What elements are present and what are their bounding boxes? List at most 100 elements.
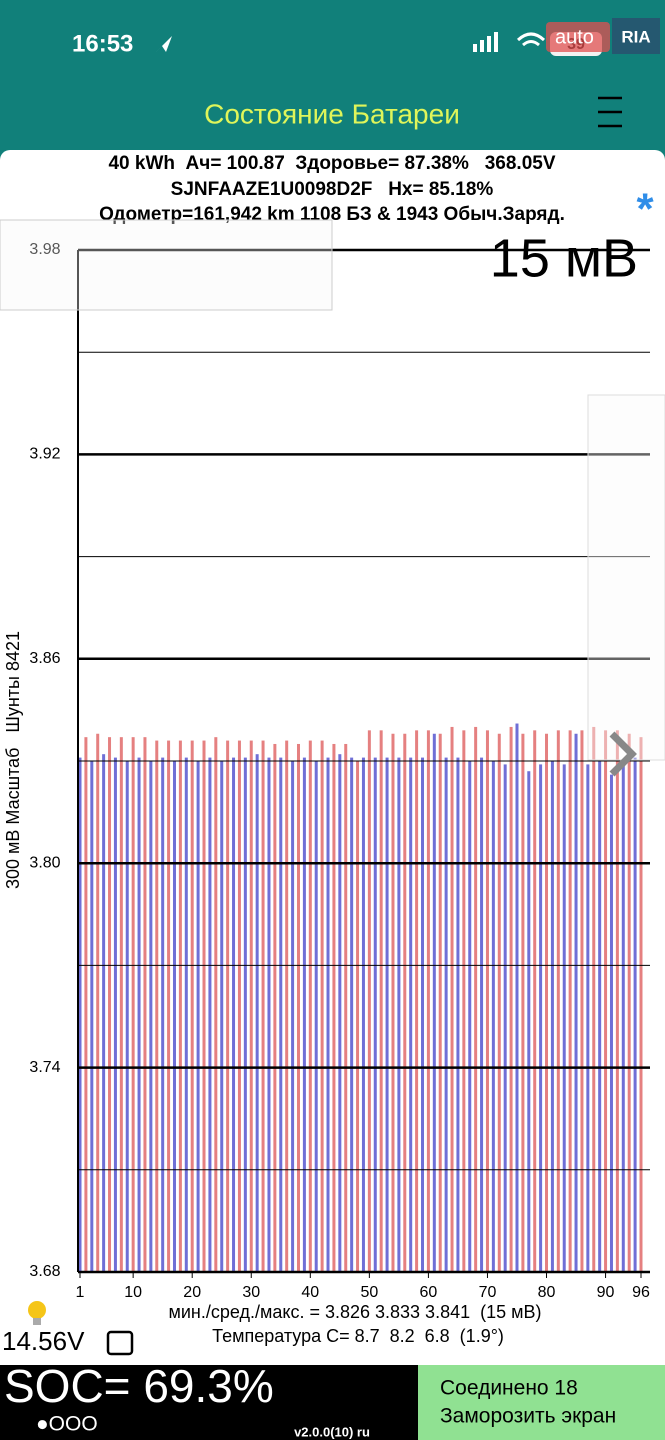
y-tick-label: 3.74	[29, 1059, 60, 1076]
bar	[350, 757, 354, 1272]
bar	[320, 740, 324, 1272]
x-tick-label: 30	[242, 1284, 260, 1301]
x-tick-label: 60	[420, 1284, 438, 1301]
bar	[415, 730, 419, 1272]
bar	[344, 743, 348, 1272]
bulb-icon[interactable]	[28, 1301, 46, 1319]
bar	[125, 761, 129, 1272]
bar	[155, 740, 159, 1272]
bar	[90, 761, 94, 1272]
chevron[interactable]	[609, 731, 637, 777]
freeze-button[interactable]: Заморозить экран	[440, 1405, 616, 1428]
scale-label: 15 мВ	[490, 228, 638, 288]
bar	[314, 761, 318, 1272]
bar	[137, 757, 141, 1272]
menu-button[interactable]	[598, 96, 622, 128]
bar	[178, 740, 182, 1272]
y-tick-label: 3.98	[29, 241, 60, 258]
bar	[202, 740, 206, 1272]
x-tick-label: 50	[360, 1284, 378, 1301]
bar	[421, 757, 425, 1272]
x-tick-label: 96	[632, 1284, 650, 1301]
bar	[302, 757, 306, 1272]
y-tick-label: 3.68	[29, 1263, 60, 1280]
bar	[332, 743, 336, 1272]
bar	[214, 737, 218, 1272]
x-tick-label: 10	[124, 1284, 142, 1301]
bar	[167, 740, 171, 1272]
bar	[84, 737, 88, 1272]
bar	[574, 733, 578, 1272]
connection-status: Соединено 18	[440, 1377, 578, 1400]
chart: 3.68 3.74 3.80 3.86 3.92 3.98 1 10 20 30 40 50 60 70 8…	[3, 228, 650, 1301]
bar	[545, 733, 549, 1272]
calendar-icon[interactable]	[106, 1330, 134, 1356]
bar	[285, 740, 289, 1272]
bar	[468, 761, 472, 1272]
bar	[444, 757, 448, 1272]
bar	[604, 730, 608, 1272]
bar	[208, 757, 212, 1272]
bar	[220, 761, 224, 1272]
overlay-panel	[0, 219, 333, 311]
x-tick-label: 70	[479, 1284, 497, 1301]
bar	[391, 733, 395, 1272]
bar	[296, 743, 300, 1272]
watermark-logo	[612, 18, 660, 54]
bar	[379, 730, 383, 1272]
bulb-base	[33, 1318, 41, 1325]
bar	[267, 757, 271, 1272]
bar	[409, 757, 413, 1272]
info-line: SJNFAAZE1U0098D2F Hx= 85.18%	[171, 179, 494, 200]
bar	[615, 730, 619, 1272]
aux-voltage: 14.56V	[2, 1326, 85, 1356]
bar	[249, 740, 253, 1272]
asterisk-button[interactable]: *	[636, 185, 654, 234]
version: v2.0.0(10) ru	[294, 1424, 370, 1439]
screen-title: Состояние Батареи	[204, 98, 460, 129]
bar	[438, 733, 442, 1272]
bar	[143, 737, 147, 1272]
bar	[509, 726, 513, 1272]
bar	[426, 730, 430, 1272]
x-tick-label: 1	[76, 1284, 85, 1301]
bar	[521, 733, 525, 1272]
bar	[403, 733, 407, 1272]
bar	[497, 733, 501, 1272]
status-button[interactable]	[418, 1365, 665, 1440]
bar	[172, 761, 176, 1272]
bar	[568, 730, 572, 1272]
bar	[515, 723, 519, 1272]
bar	[273, 743, 277, 1272]
y-tick-label: 3.92	[29, 446, 60, 463]
side-panel[interactable]	[587, 394, 665, 761]
bar	[592, 726, 596, 1272]
bar	[503, 764, 507, 1272]
bar	[621, 761, 625, 1272]
bar	[639, 737, 643, 1272]
bar	[539, 764, 543, 1272]
x-tick-label: 20	[183, 1284, 201, 1301]
bar	[367, 730, 371, 1272]
bar	[279, 757, 283, 1272]
bar	[491, 761, 495, 1272]
bar	[131, 737, 135, 1272]
bar	[474, 726, 478, 1272]
y-tick-label: 3.86	[29, 650, 60, 667]
page-dots[interactable]: ●OOO	[36, 1413, 98, 1436]
watermark-bg	[546, 22, 610, 52]
bar	[533, 730, 537, 1272]
bar	[149, 761, 153, 1272]
bar	[550, 761, 554, 1272]
bar	[485, 730, 489, 1272]
location-icon	[156, 36, 172, 52]
bar	[397, 757, 401, 1272]
wifi-icon	[516, 32, 546, 47]
clock: 16:53	[72, 30, 133, 57]
x-tick-label: 90	[597, 1284, 615, 1301]
bar	[432, 733, 436, 1272]
bar	[232, 757, 236, 1272]
signal-icon	[473, 32, 498, 52]
